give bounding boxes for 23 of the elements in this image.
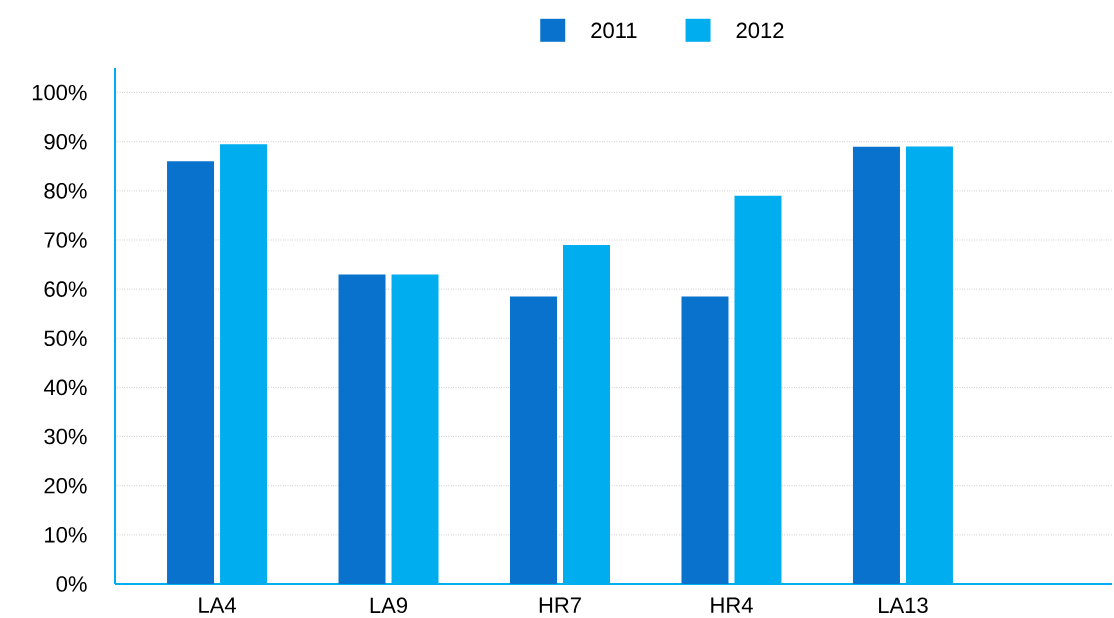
y-tick-label: 0%: [56, 576, 87, 592]
legend-label: 2012: [736, 22, 784, 39]
y-tick-label: 20%: [44, 477, 87, 494]
y-tick-label: 100%: [32, 84, 87, 101]
bar: [852, 146, 900, 584]
x-tick-label: LA4: [199, 597, 236, 613]
y-tick-label: 10%: [45, 527, 87, 543]
x-tick-label: LA13: [879, 597, 928, 614]
bar: [681, 296, 729, 584]
y-tick-label: 90%: [44, 133, 87, 150]
bar: [510, 296, 557, 584]
x-tick-label: HR4: [711, 597, 753, 613]
bar: [338, 274, 386, 584]
bar: [167, 161, 215, 584]
y-tick-label: 70%: [44, 232, 87, 248]
y-tick-label: 80%: [44, 183, 87, 199]
y-tick-label: 50%: [44, 330, 87, 347]
y-tick-label: 60%: [44, 281, 87, 297]
legend-label: 2011: [591, 22, 637, 39]
x-tick-label: HR7: [539, 597, 581, 613]
x-tick-label: LA9: [370, 597, 408, 614]
y-tick-label: 40%: [43, 379, 87, 396]
y-tick-label: 30%: [44, 428, 87, 445]
